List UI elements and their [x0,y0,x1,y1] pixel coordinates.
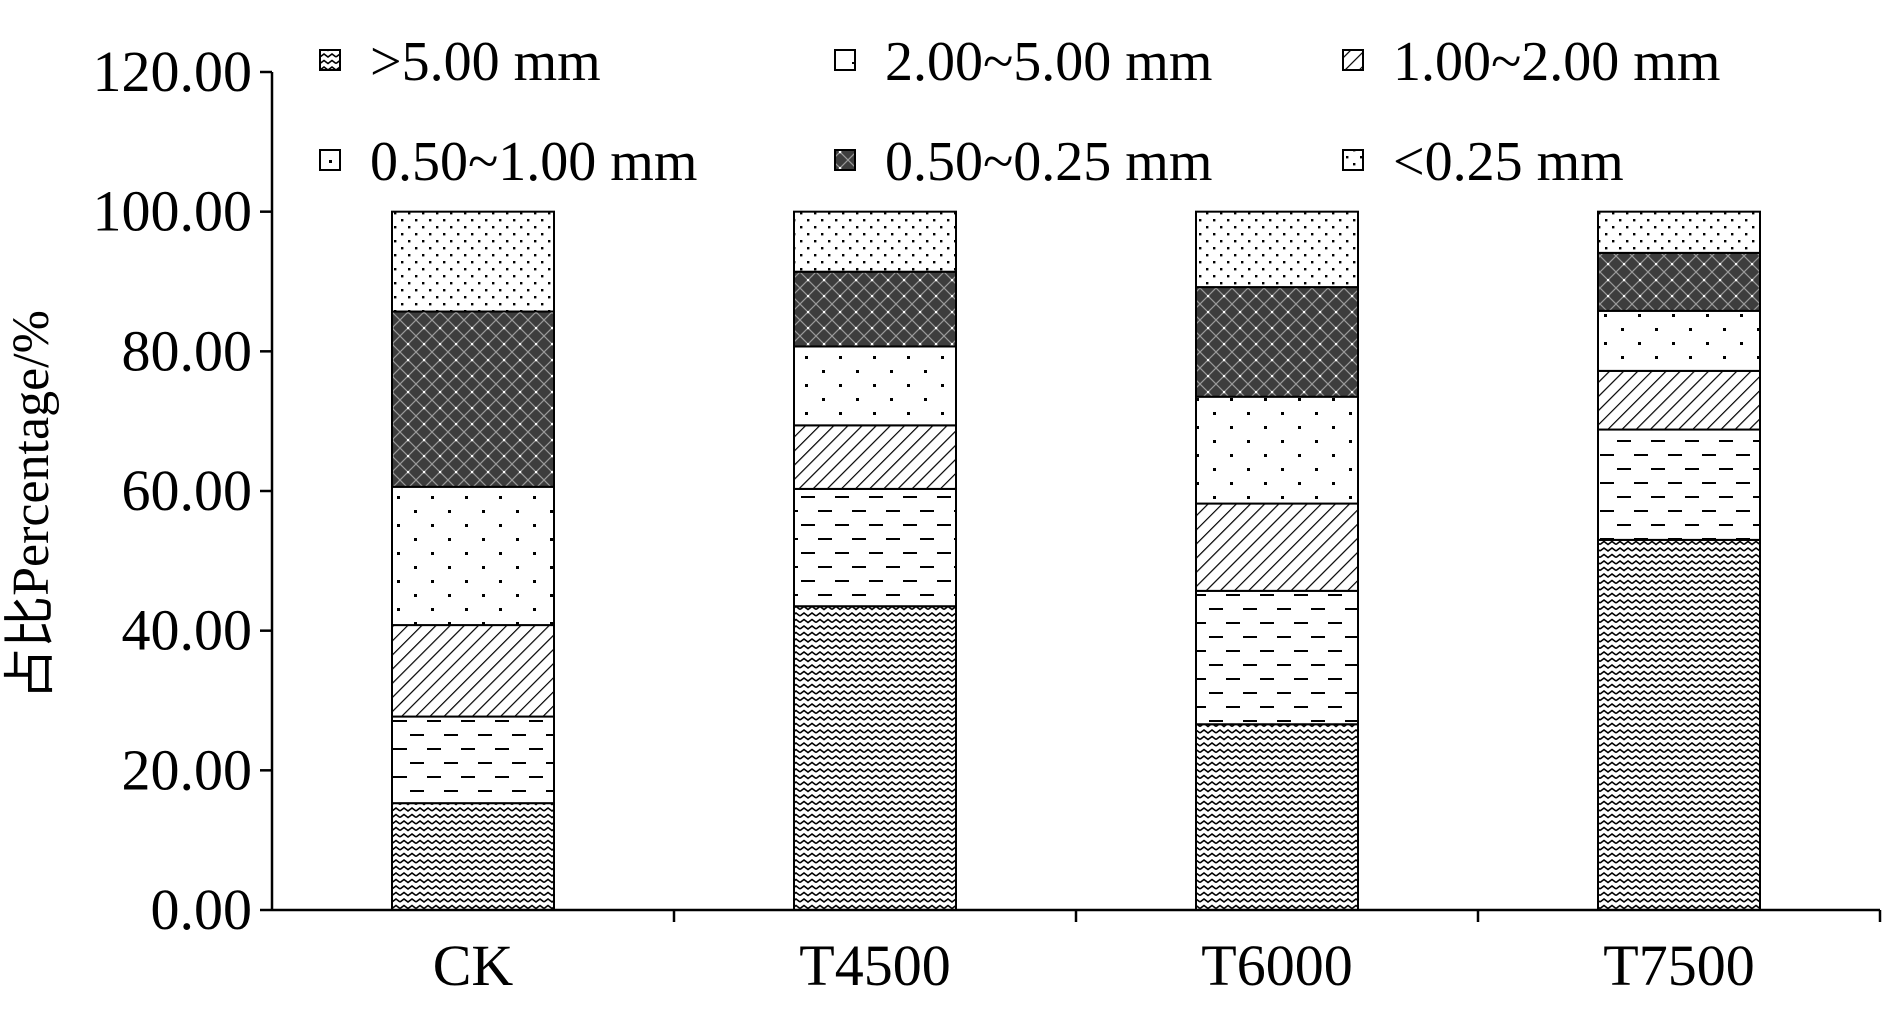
y-tick-label: 120.00 [93,39,253,104]
x-axis: CK T4500 T6000 T7500 [433,910,1882,998]
legend-label: 2.00~5.00 mm [885,31,1212,93]
legend-label: 0.50~1.00 mm [370,131,697,193]
bar-segment [391,802,555,912]
y-tick-label: 100.00 [93,179,253,244]
bar-segment [793,210,957,273]
bar-segment [1195,395,1359,505]
x-category-label: T4500 [799,933,950,998]
legend-swatch [319,149,341,171]
x-category-label: CK [433,933,514,998]
bar-segment [793,605,957,911]
bar-segment [793,270,957,348]
bar-segment [1195,210,1359,289]
bar-segment [391,624,555,718]
y-tick-label: 60.00 [122,458,253,523]
bar-segment [391,485,555,627]
bar-segment [1195,723,1359,912]
y-axis-title: 占比Percentage/% [3,310,60,700]
legend-label: <0.25 mm [1393,131,1624,193]
bar-segment [1195,286,1359,398]
bar-segment [1597,369,1761,431]
legend-label: 1.00~2.00 mm [1393,31,1720,93]
bar-segment [1597,251,1761,312]
bar-segment [1597,428,1761,541]
x-category-label: T7500 [1603,933,1754,998]
y-tick-label: 40.00 [122,598,253,663]
legend-label: >5.00 mm [370,31,601,93]
bar-segment [391,715,555,805]
y-tick-label: 20.00 [122,737,253,802]
bar-segment [1597,538,1761,912]
legend-label: 0.50~0.25 mm [885,131,1212,193]
bar-segment [793,345,957,427]
legend-swatch [1342,149,1364,171]
y-tick-label: 0.00 [151,877,253,942]
legend-swatch [834,49,856,71]
legend: >5.00 mm 2.00~5.00 mm 1.00~2.00 mm 0.50~1.0… [319,31,1720,193]
bar-segment [1597,210,1761,254]
bar-segment [1195,589,1359,726]
bar-segment [793,487,957,608]
bar-segment [391,310,555,488]
legend-swatch [834,149,856,171]
y-tick-label: 80.00 [122,318,253,383]
y-axis: 0.00 20.00 40.00 60.00 80.00 100.00 120.00 [93,39,272,942]
legend-swatch [1342,49,1364,71]
x-category-label: T6000 [1201,933,1352,998]
bar-segment [1195,502,1359,592]
bar-segment [1597,309,1761,372]
bar-segment [391,210,555,313]
bar-segment [793,424,957,490]
bars [391,210,1761,912]
legend-swatch [319,49,341,71]
